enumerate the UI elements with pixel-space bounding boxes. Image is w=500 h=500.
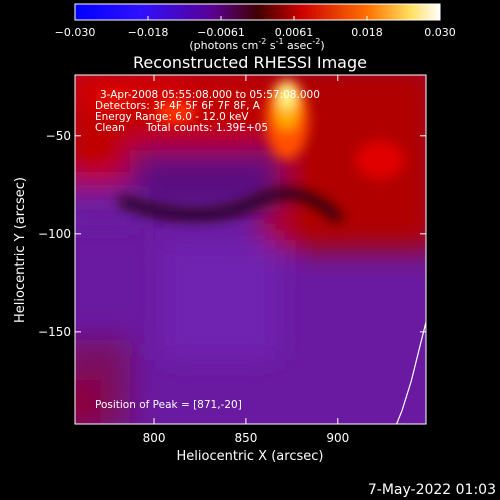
colorbar-unit: (photons cm-2 s-1 asec-2) <box>189 37 324 52</box>
info-block: 3-Apr-2008 05:55:08.000 to 05:57:08.000 … <box>95 89 320 411</box>
y-tick-label: −150 <box>38 325 71 339</box>
colorbar <box>74 3 441 21</box>
x-axis-label: Heliocentric X (arcsec) <box>177 449 324 464</box>
x-tick-label: 850 <box>234 431 257 445</box>
y-axis-label: Heliocentric Y (arcsec) <box>13 177 28 323</box>
colorbar-tick-label: 0.018 <box>351 26 383 39</box>
info-total-counts: Total counts: 1.39E+05 <box>145 122 268 134</box>
footer-date: 7-May-2022 01:03 <box>368 482 496 498</box>
chart-title: Reconstructed RHESSI Image <box>133 53 367 72</box>
heatmap-image <box>75 75 426 424</box>
y-tick-label: −50 <box>46 129 71 143</box>
info-time-range: 3-Apr-2008 05:55:08.000 to 05:57:08.000 <box>100 89 320 101</box>
peak-position: Position of Peak = [871,-20] <box>95 399 242 411</box>
info-detectors: Detectors: 3F 4F 5F 6F 7F 8F, A <box>95 100 261 112</box>
y-tick-label: −100 <box>38 227 71 241</box>
colorbar-tick-label: −0.030 <box>55 26 96 39</box>
info-clean: Clean <box>95 122 125 134</box>
colorbar-tick-label: 0.030 <box>424 26 456 39</box>
solar-limb-curve <box>396 321 426 424</box>
plot-frame <box>74 74 427 425</box>
y-axis-ticks: −50 −100 −150 <box>38 129 426 339</box>
colorbar-tick-label: −0.0061 <box>197 26 245 39</box>
colorbar-ticks: −0.030 −0.018 −0.0061 0.0061 0.018 0.030 <box>55 16 456 39</box>
x-axis-ticks: 800 850 900 <box>143 75 349 445</box>
info-energy-range: Energy Range: 6.0 - 12.0 keV <box>95 111 249 123</box>
x-tick-label: 900 <box>326 431 349 445</box>
colorbar-tick-label: 0.0061 <box>275 26 314 39</box>
colorbar-tick-label: −0.018 <box>128 26 169 39</box>
x-tick-label: 800 <box>143 431 166 445</box>
